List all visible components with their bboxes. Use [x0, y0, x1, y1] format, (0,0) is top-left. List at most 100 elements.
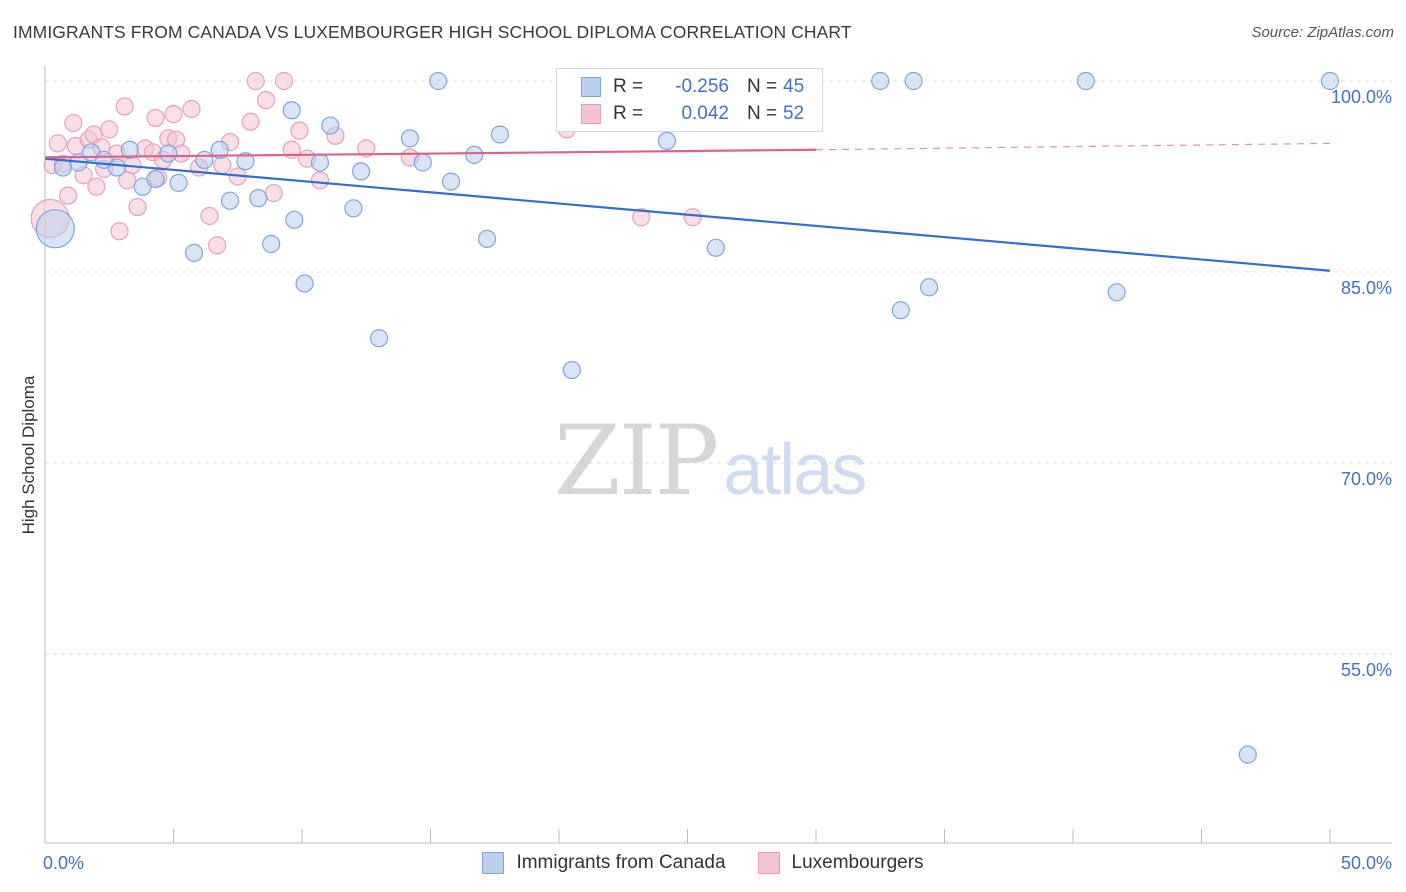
canada-point — [344, 199, 363, 218]
canada-point — [295, 274, 314, 293]
y-tick-label: 70.0% — [1341, 469, 1392, 489]
series-label-luxembourgers: Luxembourgers — [791, 852, 924, 873]
axes — [44, 66, 1392, 844]
canada-point — [352, 162, 371, 181]
canada-point — [919, 278, 939, 297]
series-swatch-canada — [482, 852, 505, 874]
canada-point — [1238, 745, 1257, 764]
canada-point — [871, 71, 890, 91]
y-tick-label: 85.0% — [1341, 278, 1392, 298]
luxembourgers-point — [200, 206, 219, 226]
canada-point — [107, 158, 127, 177]
correlation-legend: R = -0.256 N = 45 R = 0.042 N = 52 — [556, 68, 823, 132]
legend-swatch-canada — [581, 77, 601, 97]
canada-point — [706, 238, 725, 257]
luxembourgers-point — [64, 113, 83, 133]
canada-point — [159, 144, 178, 163]
canada-point — [413, 153, 432, 172]
canada-point — [562, 360, 581, 380]
legend-r-value: -0.256 — [675, 76, 729, 97]
canada-point — [249, 189, 268, 208]
canada-point — [195, 150, 214, 170]
y-axis-label: High School Diploma — [19, 375, 38, 534]
canada-point — [891, 301, 910, 320]
canada-point — [169, 173, 188, 192]
x-tick-label: 50.0% — [1341, 853, 1392, 873]
luxembourgers-point — [100, 120, 119, 139]
canada-point — [262, 234, 281, 254]
luxembourgers-point — [146, 108, 165, 128]
chart-title: IMMIGRANTS FROM CANADA VS LUXEMBOURGER H… — [13, 22, 852, 42]
legend-r-label: R = — [613, 103, 644, 124]
luxembourgers-point — [48, 134, 67, 153]
canada-point — [310, 153, 330, 172]
canada-point — [441, 172, 461, 191]
canada-point — [35, 209, 75, 249]
canada-point — [282, 101, 301, 120]
legend-row-luxembourgers: R = 0.042 N = 52 — [581, 101, 804, 127]
luxembourgers-point — [246, 71, 265, 91]
tick-labels: 55.0% 70.0% 85.0% 100.0% 0.0% 50.0% — [43, 87, 1392, 873]
grid-lines — [45, 80, 1392, 655]
canada-point — [1107, 283, 1126, 302]
legend-n-value: 45 — [783, 76, 805, 97]
y-tick-label: 100.0% — [1331, 87, 1392, 107]
canada-point — [477, 229, 497, 248]
watermark-zip: ZIP — [554, 405, 719, 517]
canada-point — [146, 169, 165, 189]
legend-r-value: 0.042 — [681, 103, 729, 124]
luxembourgers-point — [357, 139, 376, 158]
canada-point — [490, 125, 509, 144]
canada-point — [400, 129, 420, 148]
canada-point — [210, 140, 229, 159]
luxembourgers-trend-line — [44, 148, 817, 159]
legend-row-canada: R = -0.256 N = 45 — [581, 74, 804, 100]
luxembourgers-point — [59, 186, 78, 205]
luxembourgers-point — [310, 171, 330, 190]
canada-trend-line — [44, 157, 1331, 272]
luxembourgers-point — [182, 99, 201, 119]
legend-swatch-luxembourgers — [581, 104, 601, 124]
canada-point — [370, 329, 389, 348]
luxembourgers-point — [110, 222, 129, 241]
canada-point — [285, 210, 304, 229]
y-tick-label: 55.0% — [1341, 660, 1392, 680]
canada-point — [657, 131, 677, 150]
luxembourgers-point — [264, 183, 283, 203]
canada-point — [904, 71, 923, 91]
watermark-atlas: atlas — [723, 430, 867, 510]
series-swatch-luxembourgers — [757, 852, 780, 874]
canada-point — [321, 116, 340, 135]
luxembourgers-trend-extension — [815, 142, 1331, 151]
luxembourgers-point — [256, 90, 276, 110]
luxembourgers-point — [208, 236, 227, 255]
luxembourgers-point — [115, 97, 134, 116]
luxembourgers-point — [683, 208, 702, 227]
canada-point — [1320, 71, 1340, 91]
canada-point — [465, 145, 484, 164]
luxembourgers-point — [128, 197, 147, 217]
series-legend-luxembourgers[interactable]: Luxembourgers — [757, 852, 924, 874]
luxembourgers-point — [274, 71, 294, 91]
legend-n-label: N = — [747, 103, 778, 124]
series-label-canada: Immigrants from Canada — [516, 852, 726, 873]
legend-n-value: 52 — [783, 103, 805, 124]
luxembourgers-point — [241, 112, 260, 131]
trend-lines — [44, 142, 1331, 272]
luxembourgers-point — [87, 177, 106, 196]
canada-point — [120, 140, 139, 159]
canada-point — [1076, 71, 1095, 91]
canada-points — [35, 71, 1340, 764]
luxembourgers-point — [290, 121, 309, 140]
luxembourgers-point — [164, 105, 183, 124]
canada-point — [236, 152, 255, 171]
canada-point — [429, 71, 448, 91]
luxembourgers-point — [213, 155, 232, 175]
source-label: Source: ZipAtlas.com — [1251, 24, 1394, 41]
watermark: ZIPatlas — [554, 405, 867, 517]
series-legend-canada[interactable]: Immigrants from Canada — [482, 852, 726, 874]
series-legend: Immigrants from Canada Luxembourgers — [0, 852, 1406, 874]
legend-r-label: R = — [613, 76, 644, 97]
canada-point — [184, 243, 204, 262]
x-tick-label: 0.0% — [43, 853, 84, 873]
